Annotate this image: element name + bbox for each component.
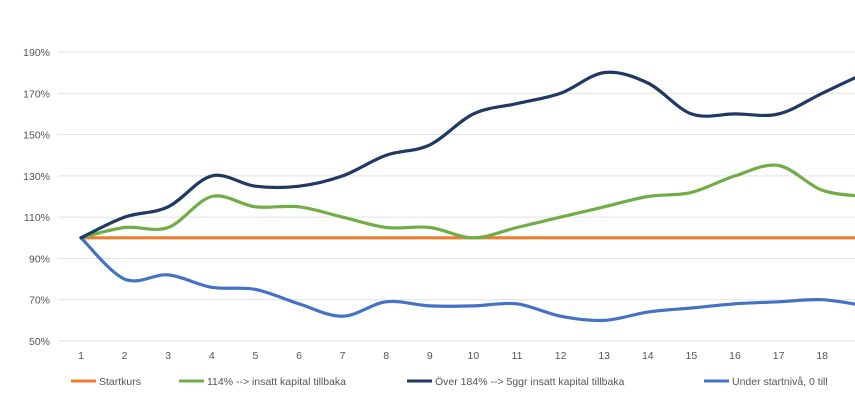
legend-item: Under startnivå, 0 till [704, 376, 828, 388]
y-tick-label: 170% [23, 88, 50, 100]
x-tick-label: 5 [252, 350, 258, 362]
x-tick-label: 18 [816, 350, 828, 362]
x-tick-label: 3 [165, 350, 171, 362]
y-axis-tick-labels: 50% 70% 90% 110% 130% 150% 170% 190% [23, 47, 50, 348]
legend-label: 114% --> insatt kapital tillbaka [207, 376, 346, 388]
x-tick-label: 17 [773, 350, 785, 362]
y-tick-label: 130% [23, 171, 50, 183]
series-lines [79, 70, 855, 323]
x-tick-label: 13 [598, 350, 610, 362]
x-tick-label: 6 [296, 350, 302, 362]
series-line-3 [79, 70, 855, 240]
x-tick-label: 4 [209, 350, 215, 362]
legend-item: Över 184% --> 5ggr insatt kapital tillba… [407, 376, 625, 388]
y-tick-label: 70% [29, 295, 50, 307]
y-tick-label: 90% [29, 253, 50, 265]
legend-label: Över 184% --> 5ggr insatt kapital tillba… [435, 376, 625, 388]
series-line-2 [79, 163, 855, 240]
x-tick-label: 10 [468, 350, 480, 362]
legend-label: Startkurs [99, 376, 141, 388]
x-tick-label: 16 [729, 350, 741, 362]
x-tick-label: 11 [512, 350, 523, 362]
x-tick-label: 9 [427, 350, 433, 362]
y-tick-label: 150% [23, 130, 50, 142]
x-tick-label: 2 [122, 350, 128, 362]
x-tick-label: 12 [555, 350, 567, 362]
y-tick-label: 190% [23, 47, 50, 59]
x-tick-label: 1 [78, 350, 84, 362]
y-tick-label: 50% [29, 336, 50, 348]
y-tick-label: 110% [24, 212, 50, 224]
legend-label: Under startnivå, 0 till [732, 376, 828, 388]
legend-item: 114% --> insatt kapital tillbaka [179, 376, 346, 388]
x-axis-tick-labels: 12345678910111213141516171819 [78, 350, 828, 362]
legend-item: Startkurs [71, 376, 141, 388]
x-tick-label: 15 [686, 350, 698, 362]
legend: Startkurs 114% --> insatt kapital tillbak… [71, 376, 828, 388]
x-tick-label: 7 [340, 350, 346, 362]
x-tick-label: 14 [642, 350, 654, 362]
x-tick-label: 8 [383, 350, 389, 362]
gridlines [58, 51, 855, 342]
series-line-4 [79, 236, 855, 323]
